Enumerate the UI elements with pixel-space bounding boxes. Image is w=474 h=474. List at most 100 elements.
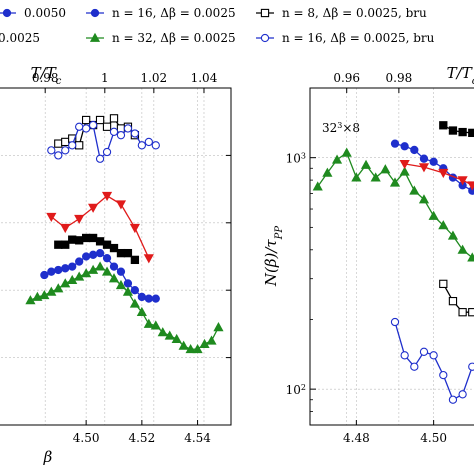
left-x-tick-label: 4.52 <box>128 431 155 445</box>
left-series-1-point <box>151 141 160 150</box>
right-grid <box>310 88 474 425</box>
right-series-2-point <box>467 181 474 191</box>
right-panel: 4.48 4.50 0.96 0.98 102 103 T/Tc N(β)/τPP 323×8 <box>262 64 474 445</box>
right-series-1-point <box>410 145 419 155</box>
right-series-3-point <box>468 128 474 138</box>
right-series-0-point <box>399 166 410 176</box>
left-series-1-point <box>109 127 119 136</box>
right-series-0-point <box>467 252 474 262</box>
left-series-5-point <box>46 286 57 296</box>
left-axes: 4.50 4.52 4.54 0.98 1 1.02 1.04 T/Tc β <box>0 64 232 466</box>
right-series-0-point <box>389 177 401 187</box>
right-series-0-line <box>317 151 473 259</box>
legend-label: 0.0050 <box>24 6 66 20</box>
right-series-2-point <box>399 159 410 170</box>
legend-label: n = 8, Δβ = 0.0025, bru <box>282 6 427 20</box>
left-series-3-point <box>95 237 105 246</box>
left-series-1-point <box>102 147 112 157</box>
right-series-1-point <box>419 154 429 163</box>
left-series-4-point <box>40 270 49 280</box>
right-series-0-point <box>457 244 468 254</box>
left-series-5-point <box>150 320 161 330</box>
left-series-4-point <box>95 248 105 258</box>
left-series-5-point <box>206 335 217 345</box>
left-series-2-point <box>88 203 99 213</box>
right-series-0-point <box>341 147 352 157</box>
left-series-5-point <box>32 291 43 301</box>
left-series-2-point <box>143 254 154 264</box>
right-series-4-line <box>442 283 473 313</box>
left-series-2-point <box>129 223 140 234</box>
left-series-3-point <box>75 236 84 245</box>
right-series-0-point <box>370 172 381 182</box>
right-axes: 4.48 4.50 0.96 0.98 102 103 T/Tc N(β)/τPP 323×8 <box>262 64 474 445</box>
right-series <box>312 121 474 404</box>
right-series-2-point <box>457 176 468 186</box>
left-series-5-point <box>136 306 147 317</box>
left-series-3-point <box>54 240 63 249</box>
left-series-5-point <box>115 279 127 290</box>
left-series <box>25 114 224 354</box>
right-series-5-point <box>390 317 400 327</box>
left-series-5-point <box>108 273 120 283</box>
legend-marker <box>89 32 101 42</box>
right-annotation: 323×8 <box>322 121 360 136</box>
left-series-2-point <box>74 214 85 224</box>
left-top-tick-label: 1.04 <box>191 71 218 85</box>
right-series-5-point <box>448 395 458 404</box>
right-series-0-point <box>409 185 420 195</box>
left-series-4-point <box>123 279 133 288</box>
left-series-5-point <box>60 278 71 288</box>
right-series-0-point <box>312 181 323 191</box>
left-series-2-point <box>101 191 113 202</box>
right-frame <box>309 87 474 426</box>
left-x-axis-label: β <box>43 448 53 466</box>
right-y-axis-label: N(β)/τPP <box>262 226 285 288</box>
right-series-1-point <box>390 139 400 148</box>
right-series-1-point <box>400 142 409 151</box>
right-x-tick-label: 4.50 <box>420 431 447 445</box>
left-series-4-point <box>130 286 140 295</box>
left-series-3-point <box>123 248 133 258</box>
left-series-5-point <box>171 333 182 343</box>
left-series-4-point <box>54 265 63 275</box>
left-series-5-point <box>94 261 106 271</box>
right-series-0-point <box>438 220 449 230</box>
left-series-1-point <box>81 124 91 133</box>
left-series-0-point <box>116 124 126 133</box>
left-series-3-point <box>68 235 77 244</box>
right-series-5-point <box>468 362 474 371</box>
right-series-3-line <box>442 124 473 134</box>
right-series-0-point <box>351 172 362 182</box>
left-top-tick-label: 0.98 <box>32 71 59 85</box>
left-series-5-point <box>143 318 154 328</box>
right-series-5-point <box>400 351 409 360</box>
left-series-1-point <box>144 137 153 147</box>
legend-marker <box>90 8 100 18</box>
left-series-0-point <box>102 122 112 131</box>
right-top-tick-label: 0.98 <box>386 71 413 85</box>
right-series-0-point <box>360 159 372 169</box>
left-series-0-point <box>54 139 63 148</box>
left-frame <box>0 87 232 426</box>
left-series-5-point <box>157 327 168 337</box>
right-series-4-point <box>458 308 467 317</box>
left-series-0-point <box>109 114 119 123</box>
legend: 0.0050 n = 16, Δβ = 0.0025 n = 8, Δβ = 0.0… <box>0 6 435 45</box>
left-series-3-point <box>81 233 91 243</box>
left-series-1-point <box>137 141 147 150</box>
left-series-4-point <box>81 252 91 261</box>
right-series-2-point <box>418 163 430 173</box>
left-series-4-point <box>102 254 112 263</box>
left-series-5-point <box>25 295 36 305</box>
left-series-1-point <box>68 141 77 150</box>
left-series-0-point <box>95 115 105 125</box>
right-series-2-point <box>438 168 449 179</box>
left-series-3-point <box>109 243 119 253</box>
left-series-5-point <box>39 290 50 300</box>
left-series-0-point <box>61 137 70 147</box>
right-series-4-point <box>448 296 458 306</box>
legend-marker <box>260 8 270 18</box>
right-series-3-point <box>439 121 448 130</box>
